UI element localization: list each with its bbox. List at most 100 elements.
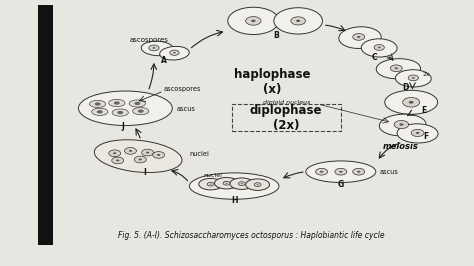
Ellipse shape (379, 114, 426, 136)
Text: E: E (421, 106, 427, 115)
Circle shape (241, 183, 243, 184)
Circle shape (112, 157, 124, 164)
Text: meiosis: meiosis (383, 142, 419, 151)
Ellipse shape (274, 8, 322, 34)
Circle shape (402, 97, 419, 107)
Bar (232, 104, 341, 131)
Circle shape (394, 120, 409, 129)
Circle shape (223, 181, 230, 185)
Ellipse shape (94, 140, 182, 173)
Circle shape (320, 171, 323, 173)
Circle shape (173, 52, 176, 53)
Ellipse shape (112, 109, 128, 116)
Circle shape (142, 149, 154, 156)
Text: ascus: ascus (176, 106, 195, 112)
Circle shape (114, 101, 120, 105)
Circle shape (116, 160, 119, 161)
Circle shape (153, 47, 155, 49)
Text: A: A (161, 56, 167, 65)
Ellipse shape (306, 161, 376, 182)
Ellipse shape (246, 179, 270, 190)
Text: Fig. 5. (A-I). Schizosaccharomyces octosporus : Haplobiantic life cycle: Fig. 5. (A-I). Schizosaccharomyces octos… (118, 231, 384, 240)
Ellipse shape (199, 178, 223, 190)
Ellipse shape (339, 27, 381, 48)
Ellipse shape (129, 100, 146, 107)
Circle shape (149, 45, 159, 51)
Circle shape (210, 184, 212, 185)
Circle shape (335, 168, 347, 175)
Circle shape (134, 102, 140, 105)
Circle shape (357, 36, 360, 38)
Text: B: B (273, 31, 279, 40)
Text: G: G (337, 180, 344, 189)
Text: nuclei: nuclei (203, 173, 222, 178)
Circle shape (339, 171, 343, 173)
Circle shape (296, 20, 300, 22)
Text: F: F (423, 132, 429, 141)
Circle shape (138, 159, 142, 160)
Circle shape (97, 110, 103, 114)
Ellipse shape (91, 108, 108, 115)
Text: ascospores: ascospores (129, 37, 168, 43)
Circle shape (291, 17, 305, 25)
Text: ascus: ascus (379, 169, 398, 175)
Circle shape (378, 47, 381, 48)
Circle shape (412, 77, 415, 79)
Bar (38, 5, 53, 245)
Circle shape (256, 184, 259, 185)
Circle shape (134, 156, 146, 163)
Circle shape (170, 50, 179, 55)
Circle shape (129, 150, 132, 152)
Ellipse shape (160, 46, 189, 60)
Ellipse shape (230, 178, 254, 189)
Ellipse shape (109, 99, 125, 107)
Ellipse shape (361, 39, 397, 57)
Ellipse shape (215, 177, 238, 189)
Ellipse shape (228, 7, 279, 35)
Circle shape (353, 34, 365, 40)
Circle shape (353, 168, 365, 175)
Text: ascospores: ascospores (164, 86, 201, 92)
Ellipse shape (395, 70, 431, 87)
Ellipse shape (133, 107, 149, 115)
Text: D: D (402, 84, 409, 92)
Circle shape (238, 182, 245, 186)
Circle shape (390, 65, 402, 72)
Text: haplophase
(x): haplophase (x) (234, 68, 311, 96)
Circle shape (374, 45, 384, 50)
Ellipse shape (141, 41, 173, 56)
Text: C: C (372, 53, 378, 63)
Ellipse shape (78, 91, 172, 126)
Ellipse shape (397, 124, 438, 143)
Text: diplophase
(2x): diplophase (2x) (250, 103, 322, 132)
Circle shape (357, 171, 360, 173)
Circle shape (117, 111, 123, 114)
Circle shape (416, 132, 419, 134)
Ellipse shape (90, 100, 106, 107)
Circle shape (226, 183, 228, 184)
Circle shape (153, 152, 164, 158)
Circle shape (411, 129, 424, 136)
Circle shape (394, 67, 398, 69)
Circle shape (138, 110, 144, 113)
Text: diploid nucleus: diploid nucleus (263, 100, 310, 105)
Circle shape (146, 152, 149, 153)
Ellipse shape (376, 59, 420, 79)
Circle shape (113, 152, 117, 154)
Circle shape (316, 168, 328, 175)
Text: 2x: 2x (422, 72, 430, 77)
Text: nuclei: nuclei (189, 151, 209, 157)
Ellipse shape (189, 173, 279, 199)
Circle shape (246, 16, 261, 25)
Text: J: J (122, 122, 125, 131)
Text: I: I (143, 168, 146, 177)
Circle shape (409, 101, 414, 104)
Circle shape (400, 123, 403, 126)
Ellipse shape (385, 90, 438, 114)
Circle shape (408, 75, 419, 81)
Circle shape (95, 102, 100, 106)
Circle shape (207, 182, 214, 186)
Circle shape (157, 154, 160, 156)
Circle shape (251, 20, 255, 22)
Circle shape (125, 148, 137, 154)
